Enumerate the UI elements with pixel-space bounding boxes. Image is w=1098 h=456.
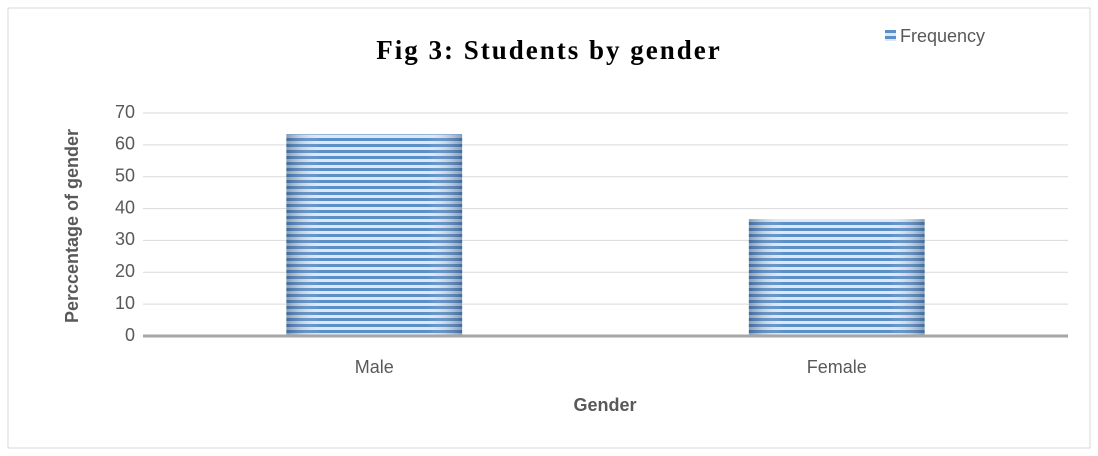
y-tick-label: 60 xyxy=(115,134,135,154)
chart-title: Fig 3: Students by gender xyxy=(376,35,722,65)
legend-swatch xyxy=(885,30,896,41)
legend-label: Frequency xyxy=(900,26,985,46)
y-tick-label: 0 xyxy=(125,325,135,345)
x-tick-label: Male xyxy=(355,357,394,377)
y-tick-label: 10 xyxy=(115,293,135,313)
y-tick-label: 40 xyxy=(115,197,135,217)
y-tick-label: 20 xyxy=(115,261,135,281)
y-tick-label: 70 xyxy=(115,102,135,122)
bar-shade xyxy=(286,134,463,336)
x-axis-label: Gender xyxy=(573,395,636,415)
chart-border xyxy=(7,7,1091,449)
y-axis-label: Perccentage of gender xyxy=(62,129,82,323)
x-tick-label: Female xyxy=(807,357,867,377)
bar-shade xyxy=(748,219,925,336)
y-tick-label: 30 xyxy=(115,229,135,249)
y-tick-label: 50 xyxy=(115,165,135,185)
